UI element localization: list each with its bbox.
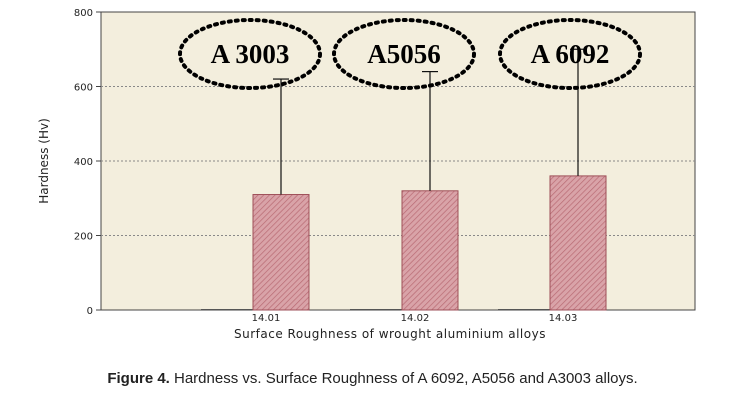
alloy-annotations: A 3003 A5056 A 6092 — [178, 18, 642, 90]
figure-caption-text: Hardness vs. Surface Roughness of A 6092… — [169, 370, 638, 387]
bar-14.01 — [252, 194, 310, 311]
y-tick-label-800: 800 — [74, 8, 93, 19]
annotation-ellipse-1 — [178, 18, 322, 90]
bars — [201, 175, 607, 311]
error-bars — [273, 48, 586, 195]
y-tick-labels: 0 200 400 600 800 — [74, 8, 101, 317]
y-tick-label-0: 0 — [87, 306, 93, 317]
y-tick-label-400: 400 — [74, 157, 93, 168]
annotation-ellipse-3 — [498, 18, 642, 90]
x-tick-labels: 14.01 14.02 14.03 — [252, 313, 578, 324]
y-tick-label-200: 200 — [74, 232, 93, 243]
annotation-ellipse-2 — [332, 18, 476, 90]
x-tick-label-14.03: 14.03 — [549, 313, 578, 324]
x-axis-title: Surface Roughness of wrought aluminium a… — [234, 327, 546, 341]
annotation-label-1: A 3003 — [211, 39, 290, 69]
bar-14.03 — [549, 175, 607, 311]
figure-caption: Figure 4. Hardness vs. Surface Roughness… — [0, 370, 745, 387]
annotation-label-2: A5056 — [367, 39, 441, 69]
x-tick-label-14.02: 14.02 — [401, 313, 430, 324]
annotation-label-3: A 6092 — [531, 39, 610, 69]
y-axis-title: Hardness (Hv) — [37, 118, 51, 204]
figure-caption-label: Figure 4. — [107, 370, 170, 387]
bar-14.02 — [401, 190, 459, 311]
y-tick-label-600: 600 — [74, 83, 93, 94]
x-tick-label-14.01: 14.01 — [252, 313, 281, 324]
